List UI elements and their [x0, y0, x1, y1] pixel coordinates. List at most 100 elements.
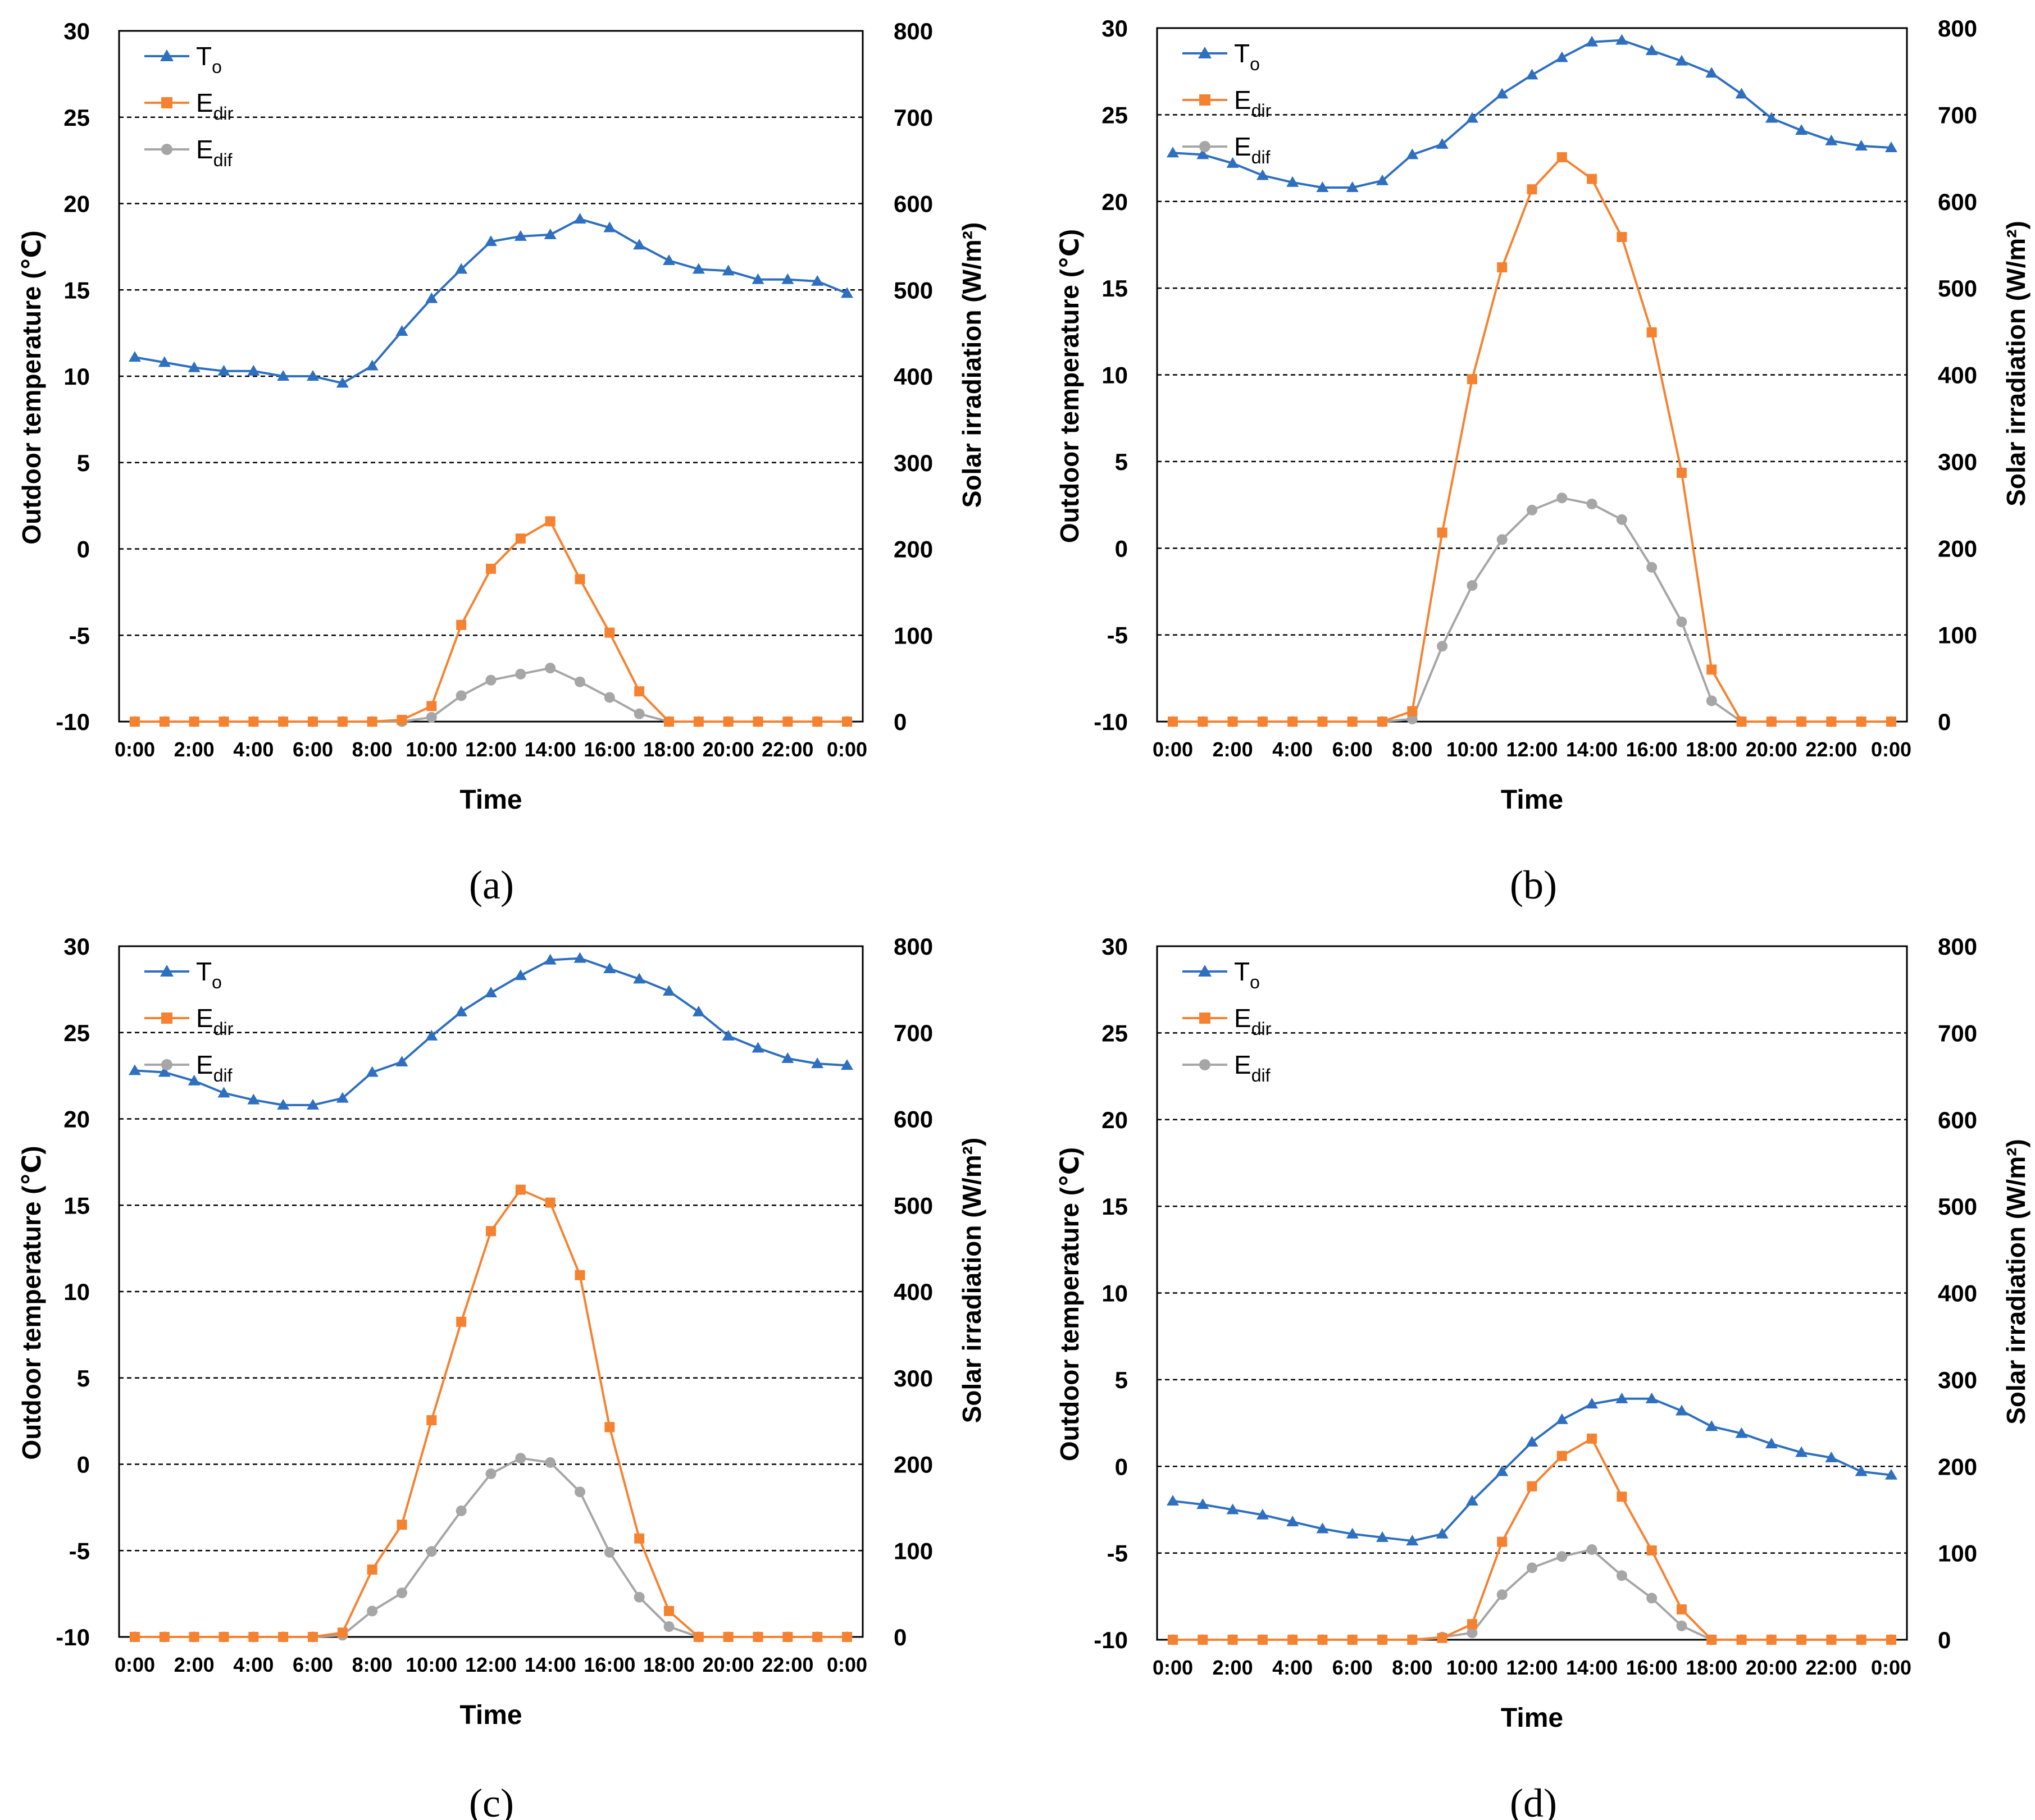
chart-panel-c: -10-505101520253001002003004005006007008…	[17, 933, 986, 1820]
legend-label-sub: o	[212, 57, 222, 77]
x-tick-label: 18:00	[1686, 1656, 1737, 1679]
data-point-Edir	[1287, 717, 1298, 727]
data-point-Edif	[1437, 641, 1448, 652]
data-point-To	[1286, 176, 1299, 187]
data-point-Edir	[515, 1184, 526, 1195]
data-point-Edif	[426, 1546, 437, 1557]
legend-marker-Edif	[161, 144, 172, 155]
data-point-To	[544, 954, 557, 965]
legend-label-Edir: Edir	[1234, 85, 1272, 121]
x-tick-label: 10:00	[1446, 1656, 1498, 1679]
data-point-Edif	[515, 1453, 526, 1464]
data-point-To	[425, 292, 438, 303]
data-point-To	[1735, 88, 1748, 99]
legend-label-To: To	[1234, 39, 1260, 74]
y-left-tick-label: 5	[77, 450, 90, 476]
data-point-Edir	[545, 516, 556, 527]
data-point-Edir	[634, 1533, 645, 1544]
y-right-tick-label: 100	[1938, 622, 1977, 649]
y-right-tick-label: 600	[1938, 1107, 1977, 1133]
x-tick-label: 22:00	[1805, 738, 1857, 761]
data-point-To	[1765, 112, 1778, 123]
data-point-Edir	[1168, 1635, 1178, 1645]
data-point-To	[573, 213, 586, 224]
data-point-To	[692, 1005, 705, 1016]
chart-panel-a: -10-505101520253001002003004005006007008…	[17, 18, 986, 907]
series-line-Edir	[1173, 1437, 1891, 1641]
data-point-To	[514, 230, 527, 241]
data-point-Edir	[1347, 1635, 1358, 1645]
y-left-tick-label: -5	[1107, 622, 1128, 649]
y-left-tick-label: 10	[63, 1279, 90, 1305]
y-right-tick-label: 800	[1938, 933, 1977, 960]
legend-marker-Edir	[161, 1012, 172, 1024]
x-tick-label: 8:00	[1392, 1656, 1432, 1679]
data-point-Edir	[1407, 706, 1418, 717]
legend-marker-To	[160, 965, 174, 977]
data-point-To	[1496, 1465, 1509, 1476]
legend-label-base: E	[1234, 85, 1251, 115]
y-left-tick-label: 15	[63, 1192, 90, 1219]
data-point-To	[1675, 54, 1688, 66]
data-point-To	[247, 364, 260, 376]
y-right-tick-label: 600	[894, 1106, 933, 1133]
series-line-Edir	[1173, 156, 1891, 723]
data-point-Edir	[1826, 717, 1837, 727]
plot-frame	[118, 945, 864, 1638]
legend-label-sub: dir	[213, 1019, 234, 1039]
y-right-tick-label: 100	[894, 622, 933, 649]
y-left-tick-label: 30	[63, 933, 90, 960]
data-point-To	[752, 1042, 764, 1053]
data-point-Edir	[782, 717, 793, 727]
panel-label: (b)	[1510, 863, 1557, 907]
data-point-Edir	[515, 533, 526, 544]
data-point-Edir	[367, 717, 377, 727]
data-point-Edif	[485, 674, 497, 686]
legend-label-Edif: Edif	[196, 135, 233, 170]
data-point-Edir	[1856, 1635, 1866, 1645]
legend-label-Edif: Edif	[196, 1050, 233, 1085]
data-point-Edir	[1317, 1635, 1328, 1645]
y-right-tick-label: 700	[894, 104, 933, 131]
legend-label-To: To	[196, 957, 222, 992]
legend-marker-Edir	[161, 97, 172, 108]
data-point-Edir	[1646, 327, 1657, 337]
plot-frame	[1156, 27, 1908, 723]
data-point-Edir	[1287, 1635, 1298, 1645]
legend-label-base: T	[1234, 39, 1250, 68]
y-left-axis-title: Outdoor temperature (℃)	[1055, 229, 1084, 543]
data-point-To	[366, 1066, 379, 1077]
y-right-tick-label: 200	[1938, 1453, 1977, 1480]
y-left-tick-label: 15	[1101, 1193, 1128, 1220]
x-tick-label: 16:00	[584, 738, 635, 761]
y-left-tick-label: 25	[1101, 102, 1128, 128]
x-tick-label: 10:00	[1446, 738, 1498, 761]
y-left-tick-label: 10	[1101, 362, 1128, 389]
x-tick-label: 6:00	[1332, 1656, 1373, 1679]
y-right-tick-label: 500	[894, 1192, 933, 1219]
data-point-To	[158, 1066, 171, 1077]
data-point-Edif	[545, 1457, 556, 1468]
x-tick-label: 0:00	[1871, 738, 1911, 761]
data-point-Edif	[1706, 695, 1717, 706]
data-point-Edir	[367, 1564, 377, 1575]
x-tick-label: 0:00	[1871, 1656, 1911, 1679]
data-point-Edif	[604, 692, 615, 703]
data-point-To	[633, 239, 646, 250]
x-axis-title: Time	[459, 785, 522, 815]
data-point-Edif	[456, 1506, 467, 1517]
y-left-tick-label: 0	[77, 536, 90, 563]
y-right-tick-label: 400	[894, 363, 933, 390]
data-point-To	[841, 1059, 853, 1070]
y-right-tick-label: 400	[894, 1279, 933, 1305]
x-tick-label: 22:00	[1805, 1656, 1857, 1679]
data-point-To	[514, 969, 527, 980]
data-point-Edif	[1616, 1570, 1627, 1581]
x-tick-label: 6:00	[293, 738, 333, 761]
data-point-Edir	[1676, 467, 1687, 478]
x-tick-label: 20:00	[1746, 1656, 1797, 1679]
data-point-To	[603, 221, 616, 232]
data-point-Edif	[426, 711, 437, 723]
data-point-To	[1555, 1413, 1568, 1424]
data-point-To	[366, 359, 379, 371]
